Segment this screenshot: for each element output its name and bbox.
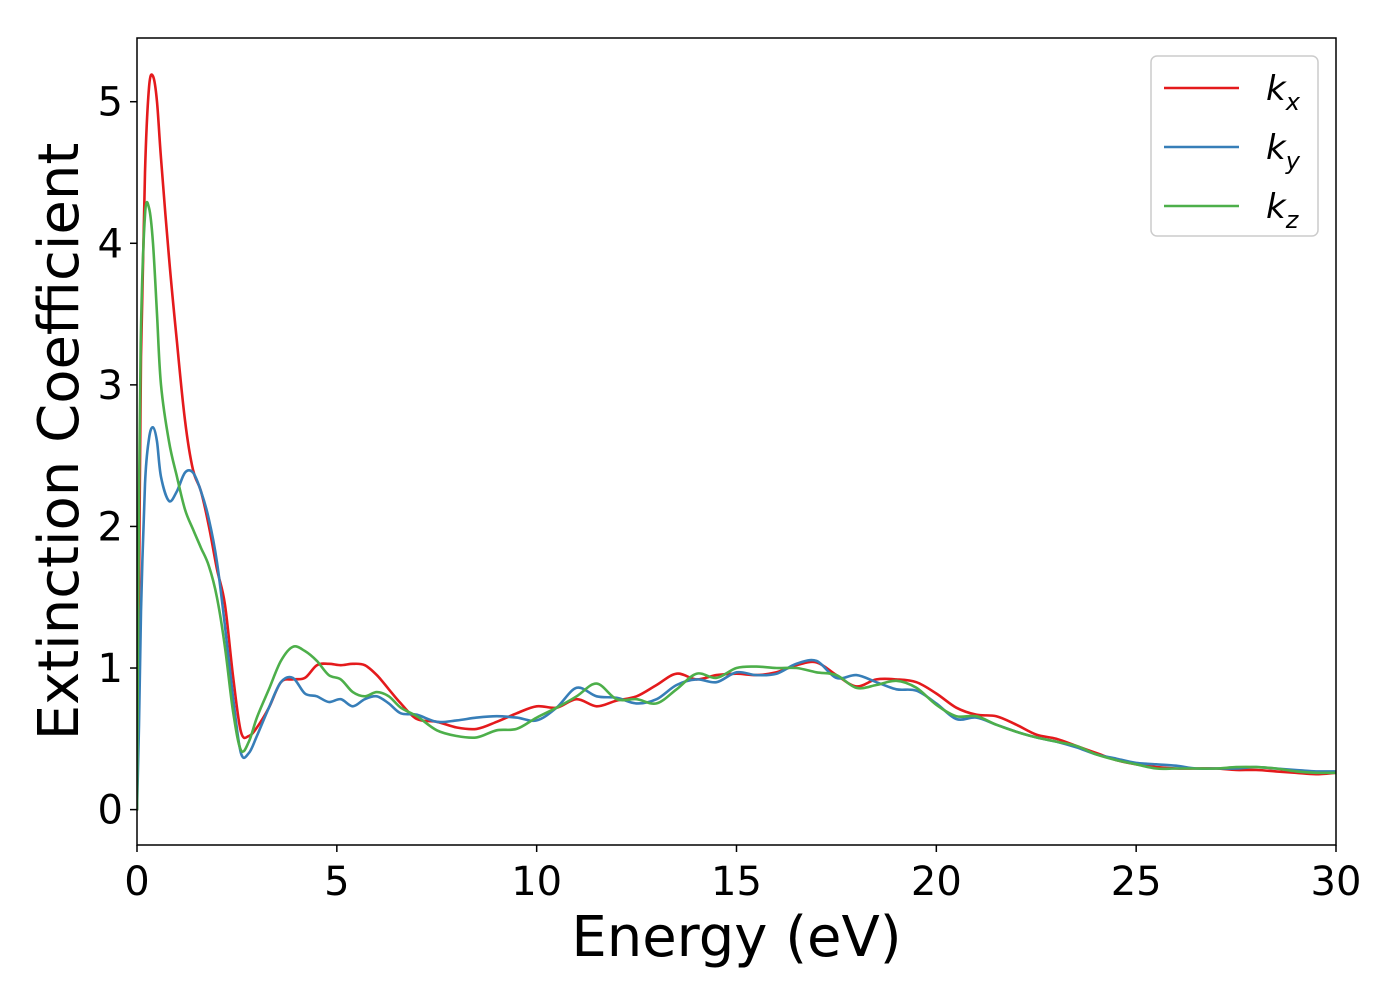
y-tick-label: 0: [98, 788, 123, 834]
y-tick-label: 2: [98, 504, 123, 550]
x-tick-label: 15: [711, 859, 762, 905]
y-tick-label: 1: [98, 646, 123, 692]
x-tick-label: 30: [1311, 859, 1362, 905]
series-layer: [137, 73, 1336, 811]
legend-label-kz: kz: [1266, 187, 1300, 234]
series-line-kz: [137, 200, 1336, 811]
legend-label-kx: kx: [1266, 69, 1301, 116]
x-axis: 0 5 10 15 20 25 30: [124, 845, 1361, 905]
y-tick-label: 5: [98, 80, 123, 126]
y-axis-title: Extinction Coefficient: [27, 143, 92, 741]
y-tick-label: 3: [98, 363, 123, 409]
x-tick-label: 5: [324, 859, 349, 905]
x-tick-label: 25: [1111, 859, 1162, 905]
x-tick-label: 20: [911, 859, 962, 905]
x-tick-label: 0: [124, 859, 149, 905]
series-line-ky: [137, 425, 1336, 811]
y-axis: 0 1 2 3 4 5: [98, 80, 137, 834]
x-tick-label: 10: [511, 859, 562, 905]
legend: kx ky kz: [1150, 55, 1319, 237]
y-tick-label: 4: [98, 221, 123, 267]
x-axis-title: Energy (eV): [571, 905, 901, 970]
legend-label-ky: ky: [1266, 128, 1301, 175]
